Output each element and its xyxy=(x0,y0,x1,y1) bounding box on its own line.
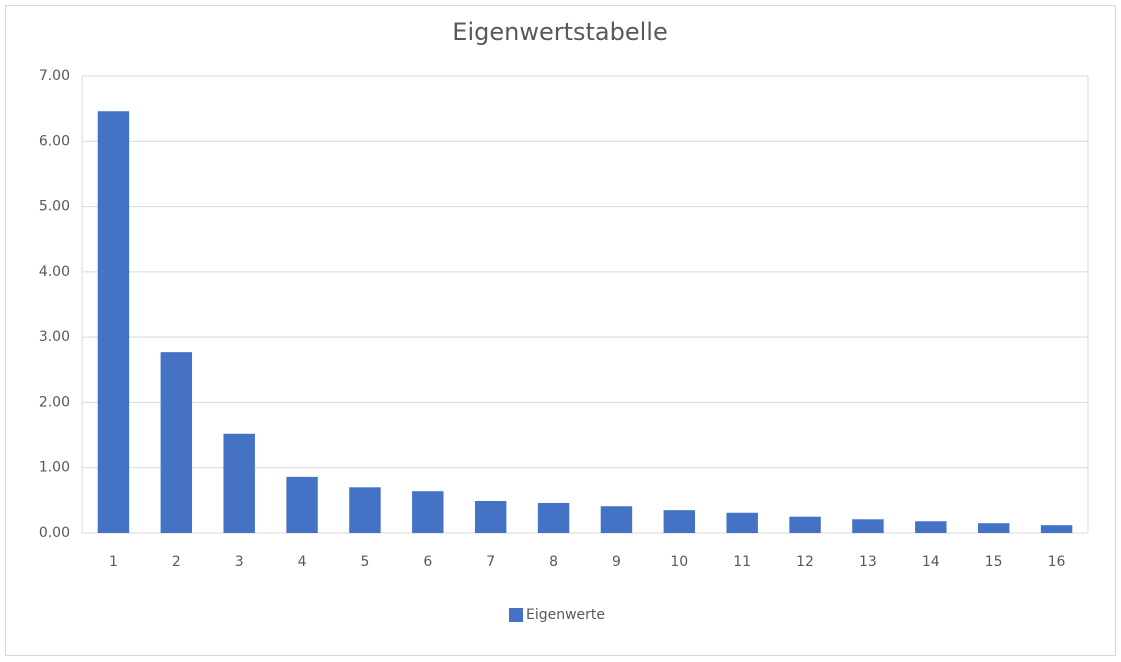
x-tick-label: 3 xyxy=(235,554,244,570)
bar xyxy=(349,487,381,533)
x-tick-label: 4 xyxy=(298,554,307,570)
x-tick-label: 1 xyxy=(109,554,118,570)
bar xyxy=(852,519,884,533)
y-tick-label: 0.00 xyxy=(39,525,70,541)
y-tick-label: 5.00 xyxy=(39,199,70,215)
bar xyxy=(223,433,255,533)
y-tick-label: 2.00 xyxy=(39,394,70,410)
x-tick-label: 6 xyxy=(423,554,432,570)
bar xyxy=(789,516,821,533)
bar xyxy=(474,501,507,533)
x-tick-label: 8 xyxy=(549,554,558,570)
chart-border xyxy=(5,5,1116,656)
bar xyxy=(600,506,633,533)
bar xyxy=(915,521,947,533)
bar xyxy=(663,510,696,533)
bar xyxy=(286,476,318,533)
x-tick-label: 7 xyxy=(486,554,495,570)
x-tick-label: 5 xyxy=(360,554,369,570)
chart-title: Eigenwertstabelle xyxy=(452,18,667,46)
legend-swatch xyxy=(509,608,523,622)
x-tick-label: 15 xyxy=(985,554,1003,570)
x-tick-label: 10 xyxy=(670,554,688,570)
x-tick-label: 9 xyxy=(612,554,621,570)
y-tick-label: 4.00 xyxy=(39,264,70,280)
x-tick-label: 12 xyxy=(796,554,814,570)
y-tick-label: 7.00 xyxy=(39,68,70,84)
x-tick-label: 2 xyxy=(172,554,181,570)
y-tick-label: 3.00 xyxy=(39,329,70,345)
bar xyxy=(412,491,444,533)
legend-label: Eigenwerte xyxy=(526,607,605,623)
bar xyxy=(977,523,1010,533)
y-tick-label: 1.00 xyxy=(39,460,70,476)
bar xyxy=(160,352,193,533)
bar xyxy=(1040,525,1073,533)
bar xyxy=(97,111,130,534)
x-tick-label: 11 xyxy=(733,554,751,570)
bar xyxy=(537,502,570,533)
x-tick-label: 14 xyxy=(922,554,940,570)
x-tick-label: 16 xyxy=(1048,554,1066,570)
x-tick-label: 13 xyxy=(859,554,877,570)
y-tick-label: 6.00 xyxy=(39,133,70,149)
bar xyxy=(726,512,758,533)
